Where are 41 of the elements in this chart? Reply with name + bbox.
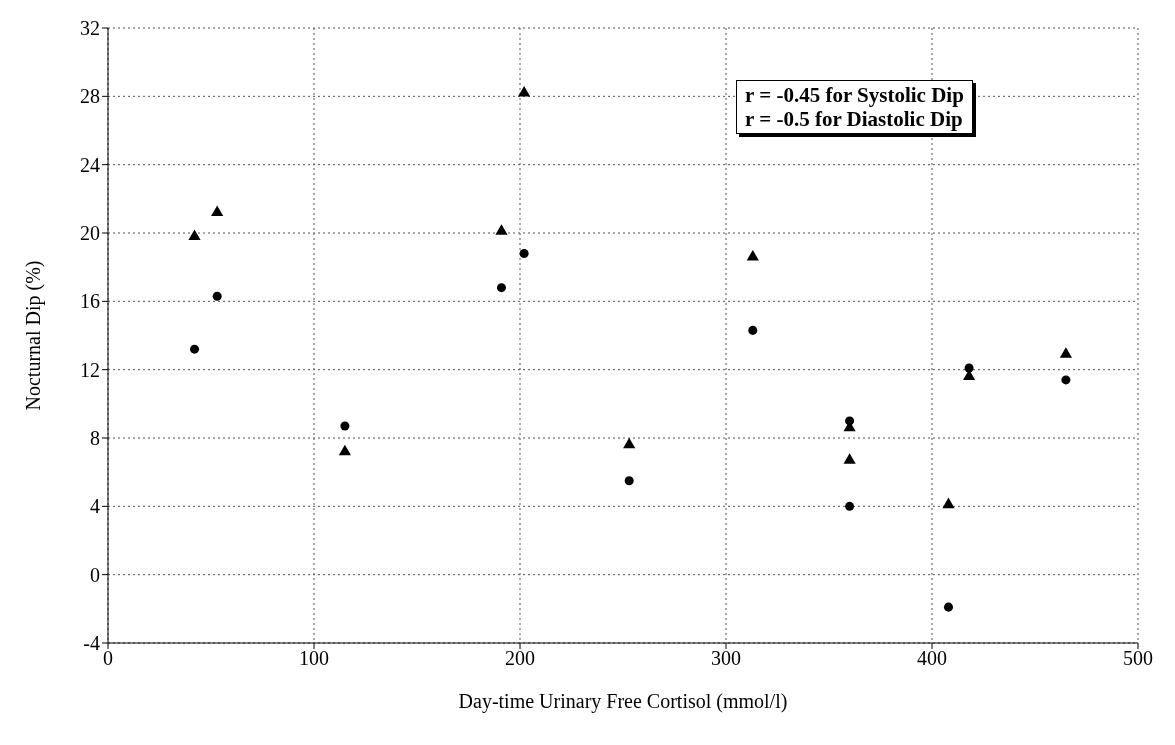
y-tick-label: 32 bbox=[80, 17, 100, 40]
point bbox=[845, 501, 855, 511]
x-axis-title: Day-time Urinary Free Cortisol (mmol/l) bbox=[458, 690, 788, 713]
point bbox=[843, 453, 856, 464]
point bbox=[211, 205, 224, 217]
annotation: r = -0.5 for Diastolic Dip bbox=[745, 107, 964, 131]
y-tick-label: 20 bbox=[80, 222, 100, 245]
point bbox=[212, 291, 222, 301]
x-tick-label: 100 bbox=[299, 647, 329, 670]
point bbox=[1059, 347, 1072, 358]
x-tick-label: 200 bbox=[505, 647, 535, 670]
y-tick-label: 4 bbox=[90, 495, 100, 518]
y-tick-label: 8 bbox=[90, 427, 100, 450]
point bbox=[623, 437, 636, 449]
y-tick-label: 28 bbox=[80, 85, 100, 108]
point bbox=[190, 344, 200, 354]
y-tick-label: 16 bbox=[80, 290, 100, 313]
point bbox=[338, 444, 351, 456]
point bbox=[496, 283, 506, 293]
y-tick-label: -4 bbox=[83, 632, 100, 655]
x-tick-label: 400 bbox=[917, 647, 947, 670]
point bbox=[943, 602, 953, 612]
y-tick-label: 24 bbox=[80, 153, 100, 176]
y-axis-title: Nocturnal Dip (%) bbox=[22, 260, 46, 411]
point bbox=[495, 224, 508, 235]
point bbox=[624, 476, 634, 486]
point bbox=[1061, 375, 1071, 385]
x-tick-label: 500 bbox=[1123, 647, 1153, 670]
point bbox=[518, 85, 531, 97]
x-tick-label: 300 bbox=[711, 647, 741, 670]
point bbox=[845, 416, 855, 426]
point bbox=[519, 248, 529, 259]
point bbox=[964, 363, 974, 373]
point bbox=[746, 249, 759, 261]
point bbox=[942, 497, 955, 509]
point bbox=[188, 229, 201, 240]
point bbox=[748, 325, 758, 335]
annotation: r = -0.45 for Systolic Dip bbox=[745, 83, 964, 107]
y-tick-label: 12 bbox=[80, 358, 100, 381]
y-tick-label: 0 bbox=[90, 563, 100, 586]
point bbox=[340, 421, 350, 431]
